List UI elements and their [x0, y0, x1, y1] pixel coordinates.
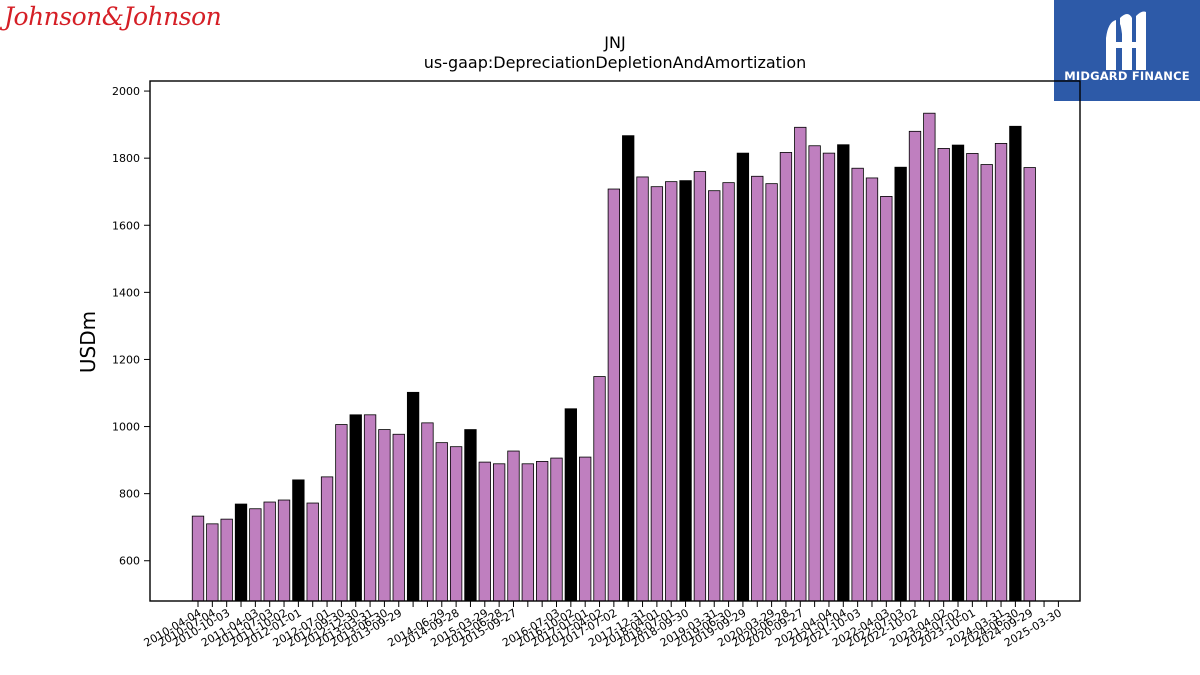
bar — [751, 175, 764, 602]
bar — [894, 166, 907, 602]
y-axis: 600 800 1000 1200 1400 1600 1800 2000 — [112, 85, 150, 568]
bar — [966, 153, 979, 602]
midgard-finance-text: MIDGARD FINANCE — [1064, 69, 1190, 83]
bar — [191, 515, 205, 602]
bar — [622, 135, 635, 602]
y-tick-label: 2000 — [112, 85, 140, 98]
x-axis: 2010-04-042010-07-042010-10-032011-04-03… — [142, 601, 1064, 650]
bar — [378, 429, 391, 602]
bar — [937, 148, 950, 602]
johnson-and-johnson-logo: Johnson&Johnson — [4, 2, 222, 31]
bars — [191, 112, 1036, 602]
chart-title: JNJ — [603, 33, 625, 52]
bar — [277, 499, 291, 602]
bar — [564, 408, 577, 602]
bar — [234, 503, 248, 602]
bar — [765, 183, 778, 602]
bar — [521, 463, 534, 602]
bar — [665, 181, 678, 602]
bar — [392, 433, 405, 602]
bar — [421, 422, 434, 602]
bar — [636, 176, 649, 602]
bar — [851, 167, 864, 602]
bar — [779, 152, 793, 602]
bar — [478, 461, 491, 602]
bar — [994, 142, 1008, 602]
y-tick-label: 1600 — [112, 219, 140, 232]
bar — [880, 196, 893, 602]
bar — [923, 112, 936, 602]
bar — [449, 446, 463, 602]
bar — [536, 461, 549, 602]
plot-frame — [149, 80, 1081, 602]
midgard-mark-icon — [1106, 11, 1146, 70]
bar — [292, 479, 305, 602]
bar — [1023, 167, 1036, 602]
bar — [980, 164, 993, 602]
bar — [249, 508, 262, 602]
bar — [320, 476, 334, 602]
bar — [951, 144, 965, 602]
bar — [837, 144, 850, 602]
bar — [220, 518, 233, 602]
bar — [492, 463, 506, 602]
y-tick-label: 600 — [119, 555, 140, 568]
bar — [349, 414, 362, 602]
y-tick-label: 1800 — [112, 152, 140, 165]
bar — [865, 177, 879, 602]
bar — [650, 186, 664, 602]
bar — [363, 414, 377, 602]
bar — [736, 152, 750, 602]
bar — [335, 424, 348, 602]
y-tick-label: 1400 — [112, 286, 140, 299]
bar — [794, 126, 807, 602]
y-tick-label: 1200 — [112, 353, 140, 366]
bar — [206, 523, 219, 602]
bar — [693, 171, 707, 602]
bar — [550, 457, 563, 602]
bar — [464, 429, 477, 602]
bar — [708, 190, 721, 602]
bar — [406, 391, 420, 602]
bar — [808, 145, 821, 602]
bar — [435, 442, 448, 602]
y-tick-label: 1000 — [112, 421, 140, 434]
midgard-finance-logo: MIDGARD FINANCE — [1054, 0, 1200, 101]
bar — [822, 152, 836, 602]
y-tick-label: 800 — [119, 488, 140, 501]
bar — [593, 376, 606, 602]
y-axis-label: USDm — [76, 311, 100, 373]
bar — [263, 501, 276, 602]
bar — [607, 188, 621, 602]
bar — [722, 182, 735, 602]
bar — [579, 456, 592, 602]
bar — [1009, 125, 1022, 602]
bar — [908, 130, 922, 602]
bar — [507, 450, 520, 602]
bar — [679, 180, 692, 602]
chart-subtitle: us-gaap:DepreciationDepletionAndAmortiza… — [424, 53, 807, 72]
bar — [306, 502, 319, 602]
